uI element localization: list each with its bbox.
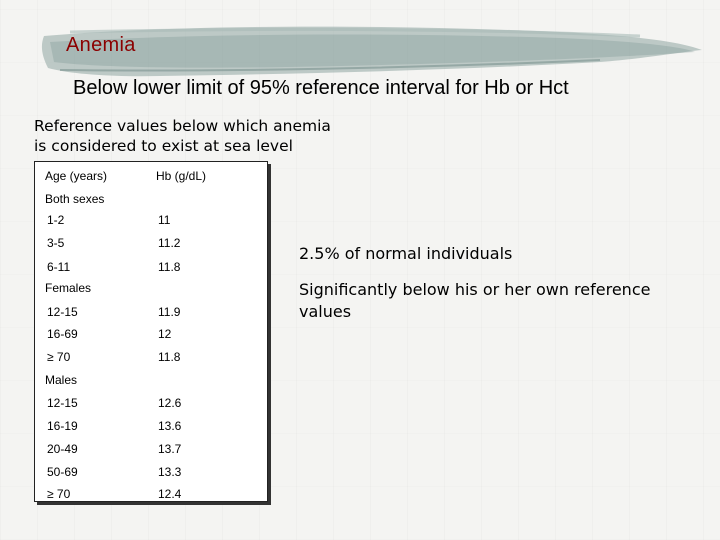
table-row-hb: 11.9 <box>158 305 181 319</box>
table-row-hb: 11.8 <box>158 260 181 274</box>
table-row-age: 1-2 <box>47 213 65 227</box>
slide-subtitle: Below lower limit of 95% reference inter… <box>73 77 569 99</box>
table-row-hb: 12.4 <box>158 487 182 501</box>
table-row-hb: 13.6 <box>158 419 182 433</box>
table-row-hb: 13.7 <box>158 442 182 456</box>
table-row-age: 16-69 <box>47 327 78 341</box>
table-heading-line-1: Reference values below which anemia <box>34 117 331 135</box>
group-label-both-sexes: Both sexes <box>45 192 105 206</box>
table-row-age: 50-69 <box>47 465 78 479</box>
note-normal-individuals: 2.5% of normal individuals <box>299 244 513 263</box>
table-row-hb: 11.8 <box>158 350 181 364</box>
table-row-hb: 12.6 <box>158 396 182 410</box>
slide-title: Anemia <box>66 34 136 56</box>
table-row-age: 12-15 <box>47 305 78 319</box>
table-row-hb: 11 <box>158 213 171 227</box>
note-individual-reference: Significantly below his or her own refer… <box>299 280 651 321</box>
table-row-age: 16-19 <box>47 419 78 433</box>
table-heading: Reference values below which anemia is c… <box>34 116 331 156</box>
group-label-females: Females <box>45 281 92 295</box>
title-brush-stroke <box>41 26 703 77</box>
table-row-hb: 13.3 <box>158 465 182 479</box>
table-row-age: ≥ 70 <box>47 350 71 364</box>
reference-values-table: Age (years) Hb (g/dL) Both sexes 1-2 11 … <box>34 161 268 502</box>
column-header-hb: Hb (g/dL) <box>156 169 207 183</box>
notes-block: 2.5% of normal individuals Significantly… <box>299 243 679 337</box>
table-row-age: 6-11 <box>47 260 71 274</box>
column-header-age: Age (years) <box>45 169 108 183</box>
table-row-hb: 12 <box>158 327 172 341</box>
group-label-males: Males <box>45 373 78 387</box>
table-row-age: ≥ 70 <box>47 487 71 501</box>
table-row-age: 12-15 <box>47 396 78 410</box>
table-row-hb: 11.2 <box>158 236 181 250</box>
table-heading-line-2: is considered to exist at sea level <box>34 137 293 155</box>
table-row-age: 20-49 <box>47 442 78 456</box>
table-row-age: 3-5 <box>47 236 65 250</box>
